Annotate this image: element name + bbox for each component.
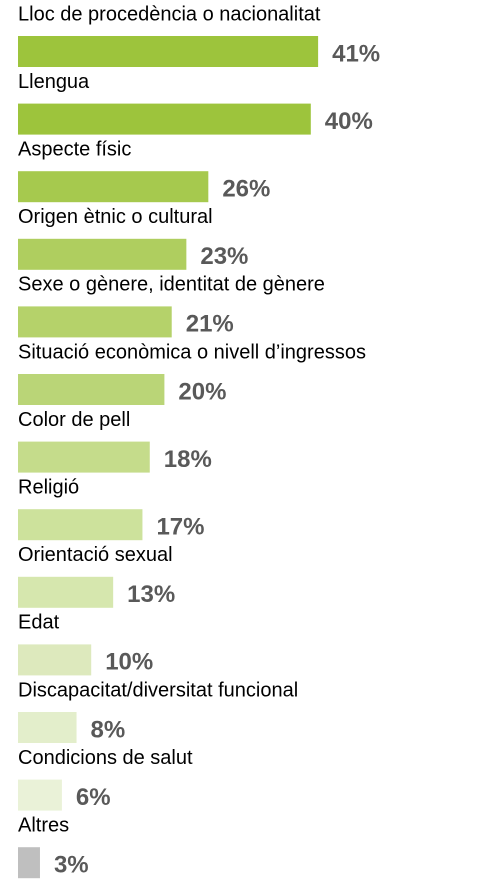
category-label: Color de pell [18,409,130,431]
category-label: Situació econòmica o nivell d’ingressos [18,341,366,363]
value-label: 3% [54,852,89,879]
category-label: Llengua [18,71,90,93]
category-label: Orientació sexual [18,544,173,566]
category-label: Sexe o gènere, identitat de gènere [18,274,325,296]
category-label: Edat [18,612,60,634]
value-label: 18% [164,446,212,473]
category-label: Altres [18,814,69,836]
bar [18,712,77,743]
bar [18,238,187,270]
category-label: Discapacitat/diversitat funcional [18,679,298,701]
bar [18,509,143,541]
category-label: Condicions de salut [18,747,193,769]
value-label: 20% [178,378,226,405]
bar [18,374,165,405]
value-label: 10% [105,649,153,676]
value-label: 23% [200,243,248,270]
bar [18,779,62,811]
bar [18,171,209,203]
category-label: Religió [18,476,79,498]
bar [18,847,40,879]
bar [18,441,150,473]
category-label: Aspecte físic [18,138,131,160]
bar [18,644,92,676]
bar [18,36,319,67]
value-label: 40% [325,108,373,135]
category-label: Lloc de procedència o nacionalitat [18,3,321,25]
bar [18,576,114,608]
category-label: Origen ètnic o cultural [18,206,213,228]
value-label: 26% [222,176,270,203]
value-label: 21% [186,311,234,338]
value-label: 17% [156,514,204,541]
value-label: 8% [91,716,126,743]
value-label: 6% [76,784,111,811]
value-label: 13% [127,581,175,608]
value-label: 41% [332,40,380,67]
bar [18,306,172,338]
bar [18,103,311,135]
